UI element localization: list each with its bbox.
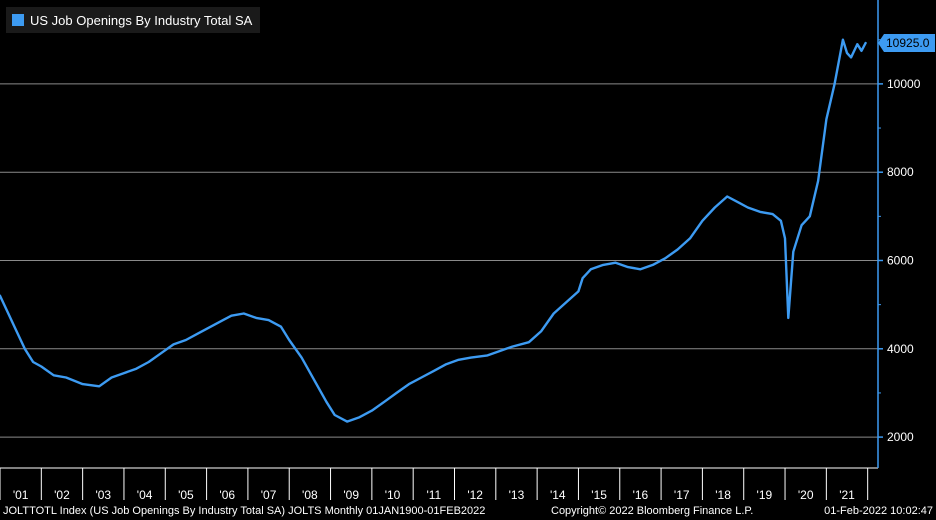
x-tick-label: '21 [839, 488, 855, 502]
y-tick-label: 8000 [887, 165, 914, 179]
last-value-marker: 10925.0 [878, 34, 935, 53]
x-tick-label: '14 [550, 488, 566, 502]
y-tick-label: 4000 [887, 342, 914, 356]
x-tick-label: '12 [467, 488, 483, 502]
x-tick-label: '01 [13, 488, 29, 502]
x-tick-label: '13 [509, 488, 525, 502]
x-tick-label: '06 [219, 488, 235, 502]
x-tick-label: '18 [715, 488, 731, 502]
x-tick-label: '16 [633, 488, 649, 502]
series-line [0, 38, 867, 423]
x-tick-label: '15 [591, 488, 607, 502]
x-tick-label: '10 [385, 488, 401, 502]
legend: US Job Openings By Industry Total SA [6, 7, 261, 33]
x-tick-label: '08 [302, 488, 318, 502]
x-tick-label: '11 [426, 488, 441, 502]
x-axis: '01 '02 '03 '04 '05 '06 '07 '08 '09 '10 '11 '12 '13 '… [0, 467, 878, 502]
y-tick-label: 10000 [887, 77, 921, 91]
x-tick-label: '03 [95, 488, 111, 502]
last-value-label: 10925.0 [886, 36, 930, 50]
y-axis: 2000 4000 6000 8000 10000 [877, 0, 921, 468]
y-tick-label: 2000 [887, 430, 914, 444]
footer: JOLTTOTL Index (US Job Openings By Indus… [0, 503, 936, 520]
x-tick-label: '09 [343, 488, 359, 502]
x-tick-label: '17 [674, 488, 690, 502]
legend-swatch [12, 14, 24, 26]
x-tick-label: '19 [757, 488, 773, 502]
legend-label: US Job Openings By Industry Total SA [30, 12, 253, 28]
x-tick-label: '07 [261, 488, 277, 502]
footer-copyright: Copyright© 2022 Bloomberg Finance L.P. [551, 505, 754, 517]
x-tick-label: '20 [798, 488, 814, 502]
x-tick-label: '02 [54, 488, 70, 502]
x-tick-label: '05 [178, 488, 194, 502]
last-value-tag [878, 34, 935, 53]
footer-description: JOLTTOTL Index (US Job Openings By Indus… [3, 505, 486, 517]
y-tick-label: 6000 [887, 253, 914, 267]
x-tick-label: '04 [137, 488, 153, 502]
footer-timestamp: 01-Feb-2022 10:02:47 [824, 505, 933, 517]
grid-lines [0, 83, 878, 438]
